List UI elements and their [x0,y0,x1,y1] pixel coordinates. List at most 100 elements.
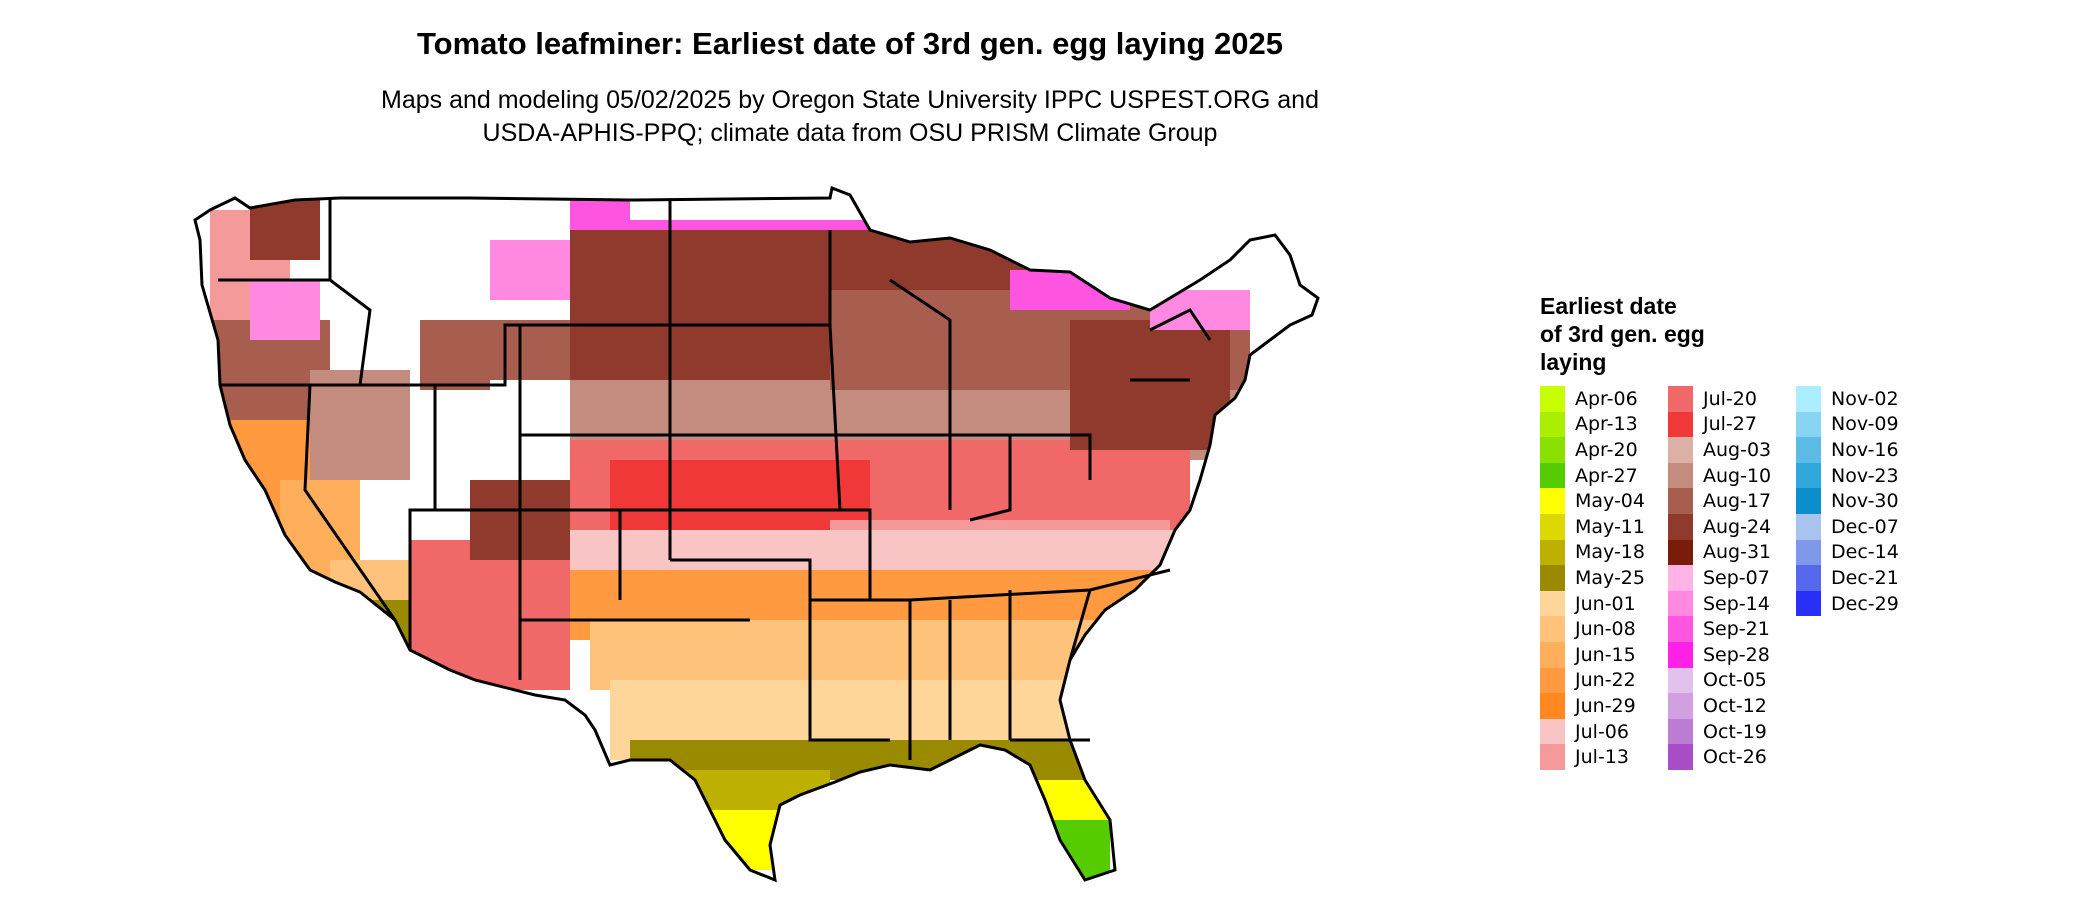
legend-item: Jul-20 [1668,386,1796,412]
legend-item: Nov-02 [1796,386,1924,412]
legend-label: May-25 [1575,566,1645,589]
legend-swatch [1668,462,1693,489]
legend-label: Nov-02 [1831,387,1899,410]
legend-swatch [1668,411,1693,438]
legend-item: Sep-28 [1668,641,1796,668]
legend-item: Dec-21 [1796,565,1924,591]
legend-swatch [1540,462,1565,489]
legend-swatch [1796,437,1821,463]
legend-label: Dec-14 [1831,541,1899,564]
us-forecast-map [193,185,1320,883]
legend-swatch [1540,693,1565,719]
legend-item: Jul-06 [1540,718,1668,745]
legend-swatch [1796,590,1821,617]
legend-swatch [1540,667,1565,694]
legend-label: Aug-24 [1703,515,1772,538]
legend-item: Jun-01 [1540,590,1668,617]
legend-label: Jun-15 [1575,643,1636,666]
legend-label: Sep-21 [1703,618,1770,641]
legend-label: Oct-12 [1703,694,1767,717]
legend-swatch [1540,513,1565,540]
legend-label: Nov-23 [1831,464,1899,487]
legend-item: Dec-14 [1796,539,1924,566]
legend-item: Jul-27 [1668,411,1796,438]
legend-swatch [1668,590,1693,617]
legend-item: Dec-07 [1796,513,1924,540]
legend-item: Jul-13 [1540,744,1668,770]
legend-item: Oct-12 [1668,693,1796,719]
legend-swatch [1796,565,1821,591]
legend-item: Nov-23 [1796,462,1924,489]
legend-label: Jul-20 [1703,387,1757,410]
legend-label: Dec-21 [1831,566,1899,589]
legend-label: Apr-13 [1575,413,1638,436]
legend-swatch [1796,386,1821,412]
legend-label: Jul-27 [1703,413,1757,436]
legend-item: Aug-03 [1668,437,1796,463]
legend-item: Sep-21 [1668,616,1796,642]
legend-label: Oct-19 [1703,720,1767,743]
legend-swatch [1668,744,1693,770]
subtitle-line-1: Maps and modeling 05/02/2025 by Oregon S… [381,86,1319,114]
legend-swatch [1540,744,1565,770]
legend-label: May-18 [1575,541,1645,564]
legend-item: Oct-26 [1668,744,1796,770]
legend-swatch [1668,693,1693,719]
legend-swatch [1796,539,1821,566]
legend-swatch [1668,667,1693,694]
legend-label: Oct-26 [1703,746,1767,769]
legend-label: May-11 [1575,515,1645,538]
legend-label: Aug-03 [1703,438,1772,461]
legend-swatch [1668,616,1693,642]
legend-item: Jun-08 [1540,616,1668,642]
legend-label: Jul-06 [1575,720,1629,743]
legend-title-line-2: of 3rd gen. egg [1540,321,1705,347]
legend-label: Sep-07 [1703,566,1770,589]
legend-item: Jun-29 [1540,693,1668,719]
legend-item: Sep-14 [1668,590,1796,617]
legend-item: Nov-09 [1796,411,1924,438]
legend-label: Apr-20 [1575,438,1638,461]
legend-title: Earliest date of 3rd gen. egg laying [1540,292,1780,376]
legend-swatch [1540,590,1565,617]
legend-swatch [1540,718,1565,745]
legend-label: Jun-01 [1575,592,1636,615]
legend-item: Aug-24 [1668,513,1796,540]
legend-label: Aug-31 [1703,541,1772,564]
legend-label: Aug-17 [1703,490,1772,513]
legend-swatch [1540,488,1565,514]
legend-item: Nov-30 [1796,488,1924,514]
legend-label: Nov-09 [1831,413,1899,436]
legend-label: Jun-22 [1575,669,1636,692]
legend-swatch [1540,411,1565,438]
legend-label: Jun-08 [1575,618,1636,641]
legend-item: Sep-07 [1668,565,1796,591]
legend-item: May-25 [1540,565,1668,591]
legend-swatch [1668,718,1693,745]
legend-item: Apr-20 [1540,437,1668,463]
legend-item: Apr-27 [1540,462,1668,489]
map-subtitle: Maps and modeling 05/02/2025 by Oregon S… [300,84,1400,150]
legend-item: Aug-31 [1668,539,1796,566]
legend-label: Sep-28 [1703,643,1770,666]
legend-item: May-11 [1540,513,1668,540]
legend-label: Jun-29 [1575,694,1636,717]
legend-item: Oct-19 [1668,718,1796,745]
legend-swatch [1668,539,1693,566]
legend-label: Jul-13 [1575,746,1629,769]
legend-label: Nov-30 [1831,490,1899,513]
legend-columns: Apr-06 Apr-13 Apr-20 Apr-27 May-04 May-11 May-… [1540,386,1924,770]
legend-swatch [1796,462,1821,489]
legend-column-1: Apr-06 Apr-13 Apr-20 Apr-27 May-04 May-11 May-… [1540,386,1668,770]
legend-swatch [1540,386,1565,412]
legend-swatch [1668,513,1693,540]
legend-item: Jun-15 [1540,641,1668,668]
legend-swatch [1668,565,1693,591]
legend-title-line-1: Earliest date [1540,293,1677,319]
legend-label: Dec-07 [1831,515,1899,538]
map-title: Tomato leafminer: Earliest date of 3rd g… [417,26,1283,61]
legend-label: Nov-16 [1831,438,1899,461]
legend-swatch [1540,437,1565,463]
legend-label: May-04 [1575,490,1645,513]
legend-swatch [1668,386,1693,412]
